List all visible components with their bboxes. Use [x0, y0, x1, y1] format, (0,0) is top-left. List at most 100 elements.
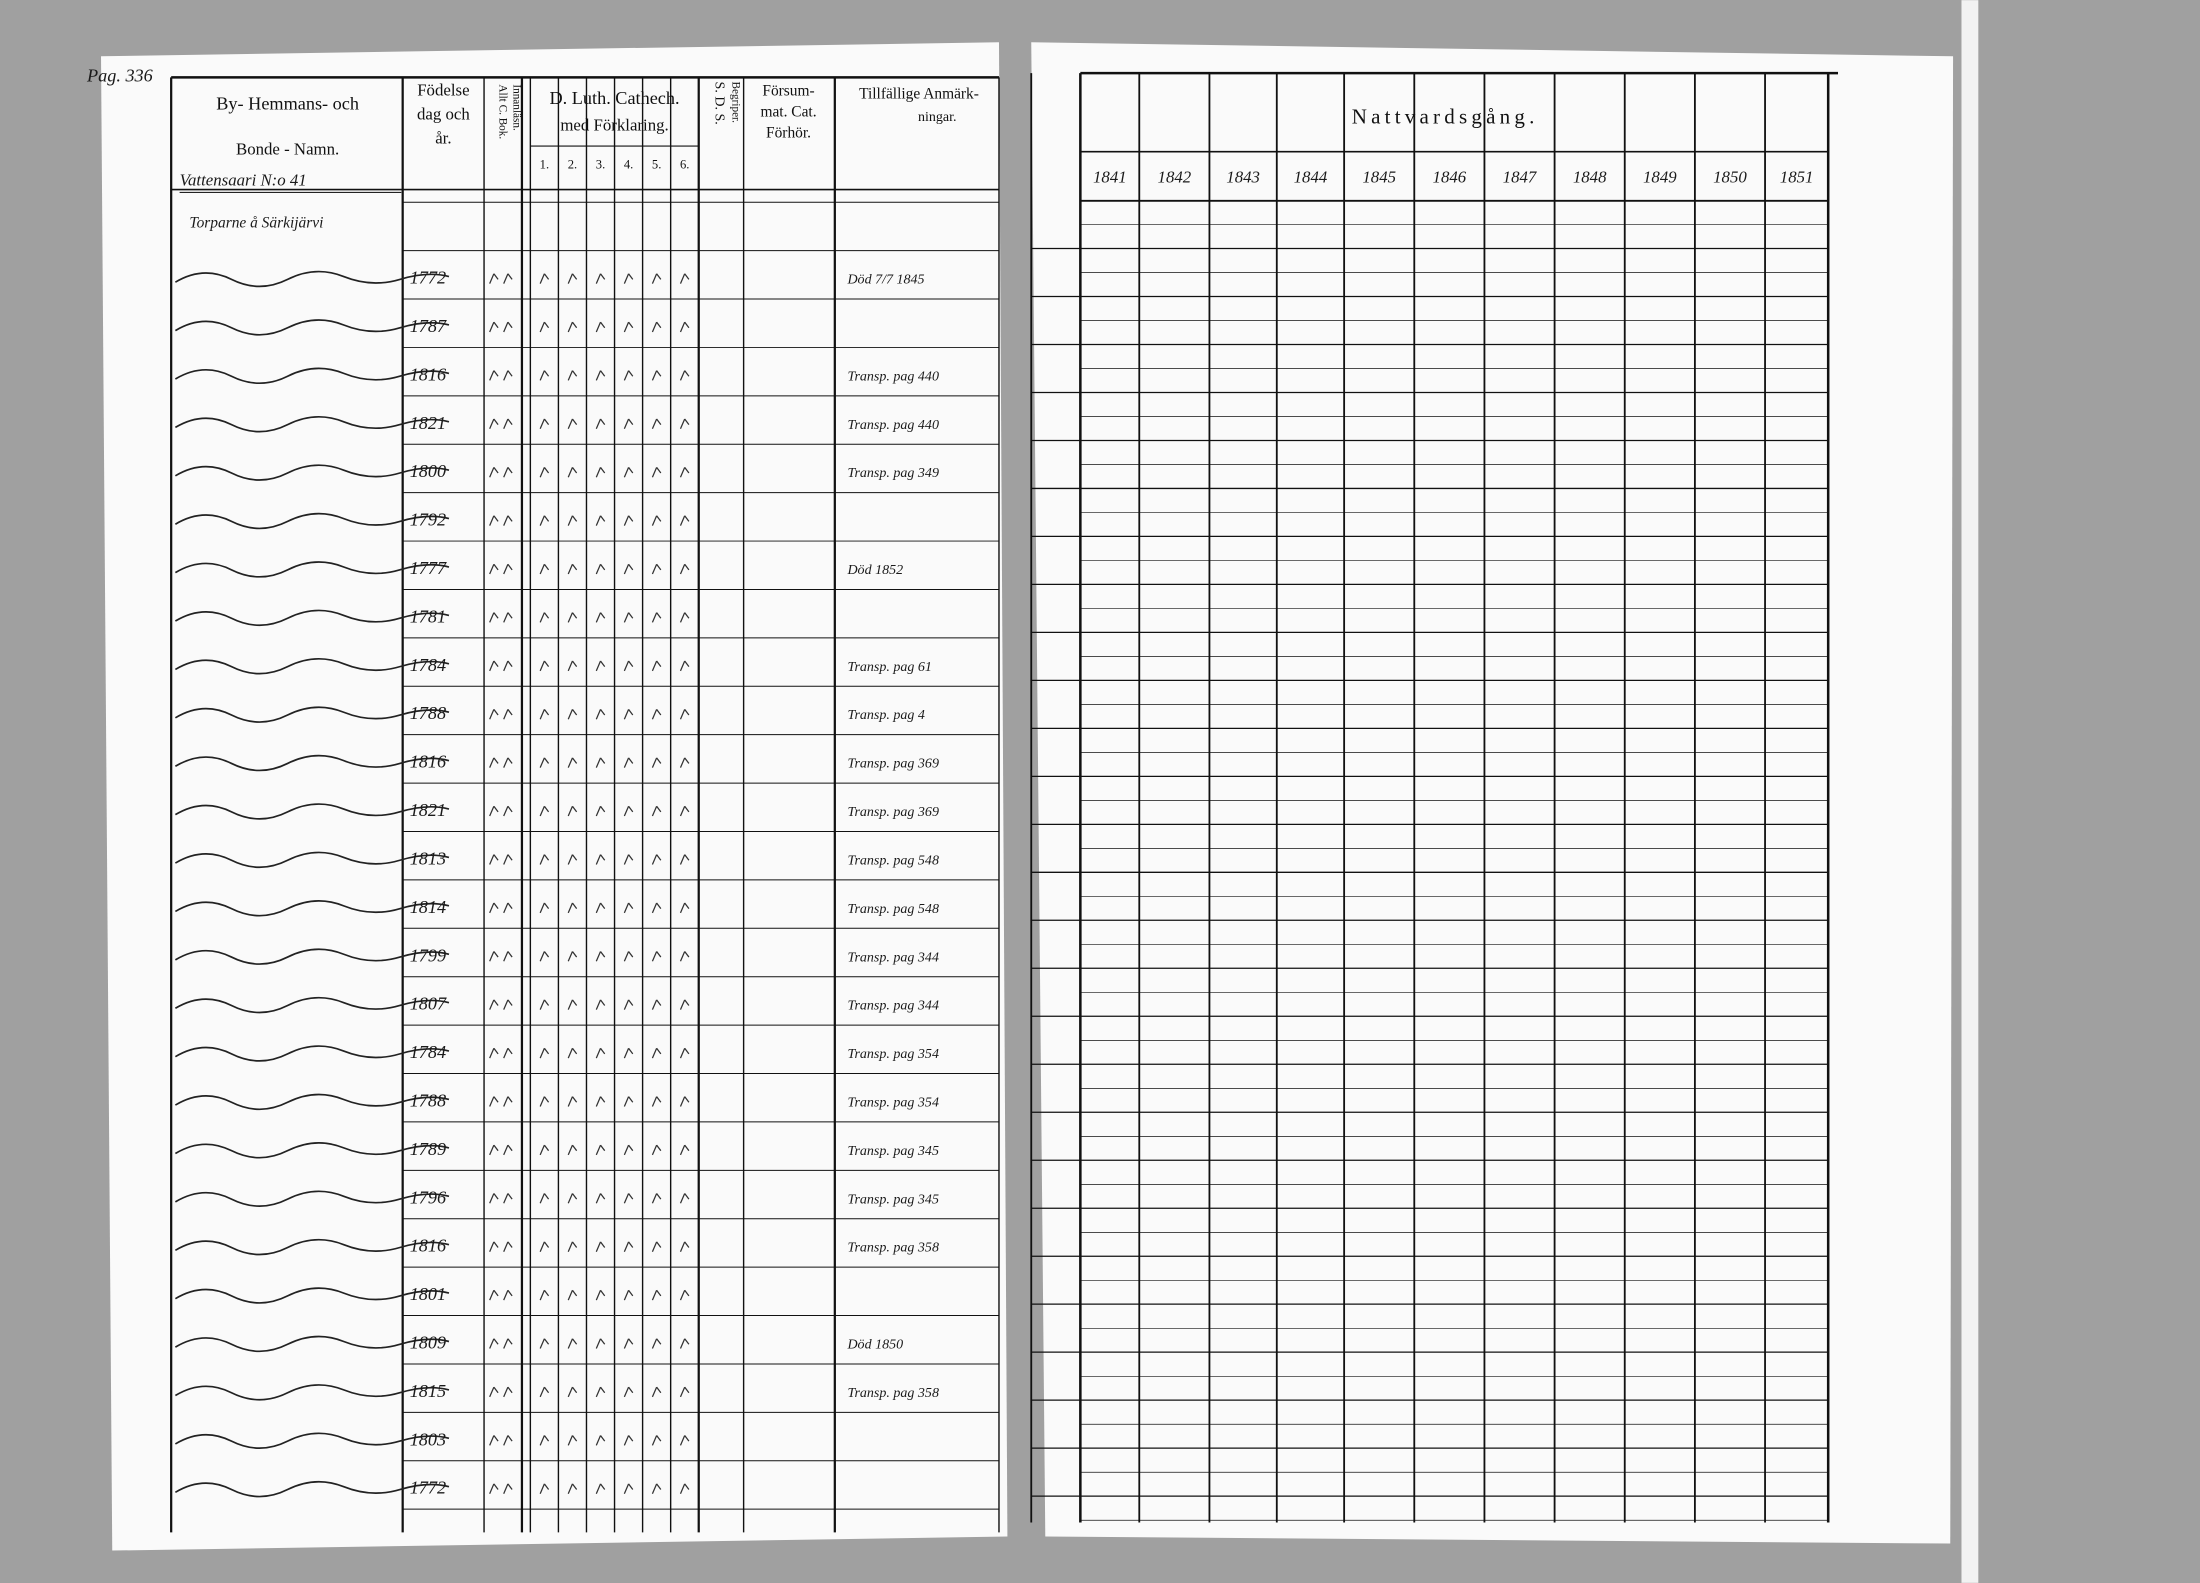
name-scribble	[174, 996, 450, 1014]
tick	[595, 1483, 606, 1494]
tick	[651, 1096, 662, 1107]
tick	[595, 418, 606, 430]
tick	[503, 854, 513, 865]
tick	[489, 660, 499, 672]
tick	[679, 709, 690, 720]
remark: Transp. pag 344	[847, 998, 939, 1014]
name-scribble	[174, 1384, 450, 1401]
tick	[489, 563, 499, 575]
village-name: Vattensaari N:o 41	[180, 170, 307, 189]
remark: Transp. pag 358	[847, 1240, 939, 1256]
tick	[651, 1338, 662, 1349]
birth-year: 1789	[410, 1139, 446, 1159]
name-scribble	[174, 851, 450, 869]
header-text: Bonde - Namn.	[236, 140, 339, 159]
tick	[679, 515, 690, 526]
tick	[651, 1144, 662, 1156]
year-label: 1846	[1433, 168, 1467, 187]
tick	[595, 612, 606, 623]
tick	[489, 757, 499, 768]
header-text: 4.	[624, 158, 633, 172]
tick	[679, 854, 690, 865]
tick	[539, 1386, 550, 1398]
tick	[489, 467, 499, 478]
header-text: Tillfällige Anmärk-	[859, 85, 979, 102]
tick	[651, 418, 662, 430]
name-scribble	[174, 367, 450, 385]
header-text: Födelse	[417, 81, 469, 100]
tick	[651, 1386, 662, 1398]
tick	[679, 757, 690, 768]
header-text: Begriper.	[729, 82, 741, 124]
tick	[679, 1289, 690, 1301]
tick	[489, 273, 499, 284]
year-label: 1850	[1713, 168, 1747, 187]
tick	[567, 563, 578, 575]
tick	[503, 612, 513, 623]
birth-year: 1821	[410, 413, 446, 433]
tick	[489, 951, 499, 962]
tick	[595, 1386, 606, 1398]
tick	[651, 805, 662, 817]
tick	[503, 902, 513, 914]
name-scribble	[174, 270, 450, 288]
birth-year: 1781	[410, 606, 446, 626]
tick	[539, 563, 550, 575]
header-text: By- Hemmans- och	[216, 94, 359, 114]
remark: Transp. pag 548	[847, 901, 939, 917]
name-scribble	[174, 1238, 450, 1256]
tick	[623, 805, 634, 817]
tick	[623, 418, 634, 430]
header-text: D. Luth. Cathech.	[550, 88, 680, 108]
tick	[539, 1193, 550, 1204]
tick	[567, 370, 578, 381]
tick	[679, 660, 690, 672]
tick	[679, 273, 690, 284]
tick	[567, 1289, 578, 1301]
tick	[567, 1241, 578, 1252]
birth-year: 1803	[410, 1429, 446, 1449]
remark: Transp. pag 369	[847, 756, 939, 772]
tick	[567, 612, 578, 623]
tick	[489, 370, 499, 381]
tick	[503, 467, 513, 478]
name-scribble	[174, 1142, 450, 1159]
tick	[567, 515, 578, 526]
tick	[623, 1193, 634, 1204]
birth-year: 1815	[410, 1381, 446, 1401]
tick	[503, 1047, 513, 1059]
tick	[651, 273, 662, 284]
tick	[623, 854, 634, 865]
tick	[595, 1193, 606, 1204]
tick	[567, 1338, 578, 1349]
year-label: 1841	[1093, 168, 1127, 187]
tick	[623, 321, 634, 333]
birth-year: 1792	[410, 510, 446, 530]
header-text: 6.	[680, 158, 689, 172]
tick	[623, 1483, 634, 1494]
tick	[539, 1096, 550, 1107]
header-text: 1.	[540, 158, 549, 172]
year-label: 1843	[1226, 168, 1260, 187]
header-text: S. D. S.	[712, 82, 728, 125]
name-scribble	[174, 1287, 450, 1304]
tick	[503, 805, 513, 817]
birth-year: 1800	[410, 461, 446, 481]
tick	[567, 1047, 578, 1059]
header-text: år.	[435, 128, 451, 147]
tick	[539, 612, 550, 623]
tick	[595, 951, 606, 962]
tick	[595, 1047, 606, 1059]
tick	[623, 1096, 634, 1107]
tick	[651, 563, 662, 575]
tick	[651, 1241, 662, 1252]
header-text: Allt C. Bok.	[496, 84, 508, 139]
tick	[539, 1435, 550, 1446]
tick	[567, 1483, 578, 1494]
tick	[567, 709, 578, 720]
birth-year: 1772	[410, 1478, 446, 1498]
tick	[679, 902, 690, 914]
tick	[679, 1435, 690, 1446]
tick	[623, 515, 634, 526]
tick	[623, 1338, 634, 1349]
